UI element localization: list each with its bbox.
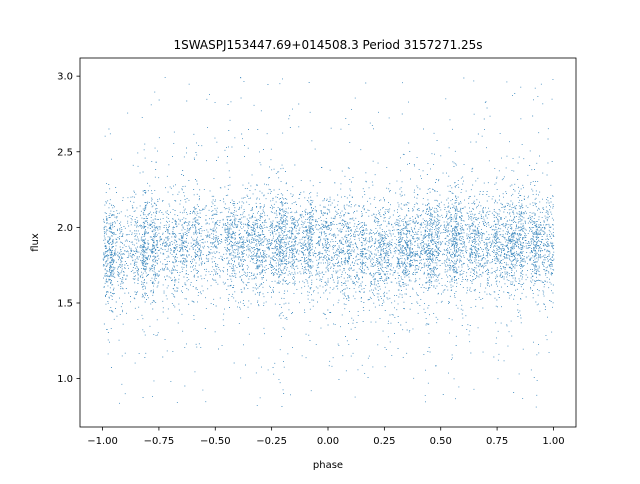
y-tick-label: 3.0 (57, 72, 73, 83)
y-tick-label: 1.0 (57, 374, 73, 385)
x-tick-label: 0.00 (317, 436, 339, 447)
x-tick-label: 0.50 (430, 436, 452, 447)
y-tick-label: 1.5 (57, 298, 73, 309)
y-tick-label: 2.0 (57, 223, 73, 234)
data-points (102, 76, 555, 408)
y-axis: 1.0 1.5 2.0 2.5 3.0 (57, 72, 80, 385)
x-tick-label: −1.00 (87, 436, 118, 447)
x-tick-label: −0.25 (256, 436, 287, 447)
x-tick-label: 0.25 (373, 436, 395, 447)
scatter-point-cloud (102, 76, 555, 408)
x-axis-label: phase (313, 460, 343, 471)
x-tick-label: 0.75 (486, 436, 508, 447)
y-tick-label: 2.5 (57, 147, 73, 158)
x-tick-label: −0.50 (200, 436, 231, 447)
x-tick-label: 1.00 (542, 436, 564, 447)
x-tick-label: −0.75 (144, 436, 175, 447)
x-axis: −1.00 −0.75 −0.50 −0.25 0.00 0.25 0.50 0.75 1.00 (87, 427, 565, 447)
chart-title: 1SWASPJ153447.69+014508.3 Period 3157271… (173, 38, 482, 52)
y-axis-label: flux (30, 233, 41, 252)
